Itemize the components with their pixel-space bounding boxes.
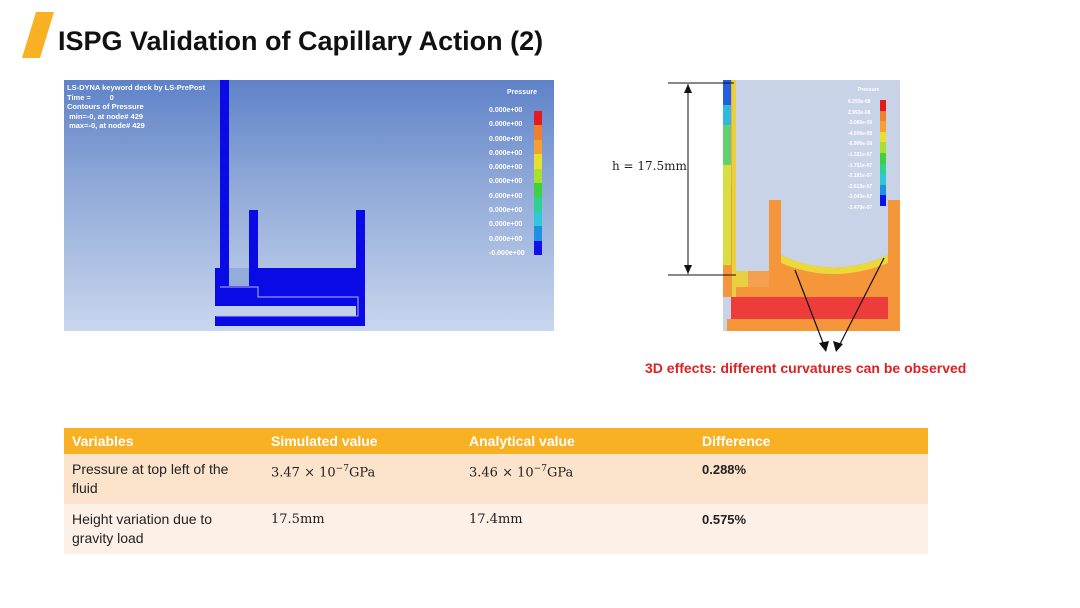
cell-analytical: 3.46 × 10−7GPa [461,454,694,504]
table-header-row: Variables Simulated value Analytical val… [64,428,928,454]
exponent: −7 [533,464,547,474]
legend-label: 0.000e+00 [489,121,523,129]
header-analytical: Analytical value [461,428,694,454]
simulation-image-3d: Pressure 6.293e-08 2.993e-08 -3.066e-09 … [723,80,900,331]
exponent: −7 [335,464,349,474]
legend-labels: 0.000e+00 0.000e+00 0.000e+00 0.000e+00 … [489,104,525,261]
legend-label: -2.181e-07 [848,173,873,180]
info-line: min=-0, at node# 429 [67,111,144,121]
legend-label: -3.470e-07 [848,204,873,211]
legend-label: -2.613e-07 [848,183,873,190]
unit: GPa [348,465,376,481]
header-difference: Difference [694,428,928,454]
cell-variable: Height variation due to gravity load [64,504,263,554]
legend-label: -1.321e-07 [848,151,873,158]
legend-label: 0.000e+00 [489,235,523,243]
legend-label: 0.000e+00 [489,178,523,186]
legend-label: 0.000e+00 [489,149,523,157]
color-scale-bar [880,100,886,206]
cell-variable: Pressure at top left of the fluid [64,454,263,504]
legend-label: -1.751e-07 [848,162,873,169]
simulation-info-text: LS-DYNA keyword deck by LS-PrePost Time … [67,83,205,131]
slide-title: ISPG Validation of Capillary Action (2) [58,26,544,56]
legend-label: 0.000e+00 [489,192,523,200]
info-line: Time = 0 [67,92,114,102]
legend-label: 6.293e-08 [848,99,871,105]
cell-simulated: 3.47 × 10−7GPa [263,454,461,504]
legend-label: -3.043e-07 [848,194,873,201]
simulation-image-2d: LS-DYNA keyword deck by LS-PrePost Time … [64,80,554,331]
unit: GPa [546,465,574,481]
capillary-geometry-2d [215,80,365,326]
cell-difference: 0.288% [694,454,928,504]
table-row: Pressure at top left of the fluid 3.47 ×… [64,454,928,504]
info-line: max=-0, at node# 429 [67,121,145,130]
info-line: Contours of Pressure [67,102,144,111]
capillary-geometry-3d [723,80,900,331]
legend-label: -3.066e-09 [848,120,873,127]
legend-label: -6.906e-08 [848,141,873,148]
table-row: Height variation due to gravity load 17.… [64,504,928,554]
info-line: LS-DYNA keyword deck by LS-PrePost [67,83,206,92]
cell-simulated: 17.5mm [263,504,461,554]
mantissa: 3.47 × 10 [271,465,336,481]
accent-slash-icon [22,12,54,58]
header-simulated: Simulated value [263,428,461,454]
curvature-note: 3D effects: different curvatures can be … [645,360,967,376]
legend-title: Pressure [507,89,537,96]
legend-label: 0.000e+00 [489,135,523,143]
legend-label: -0.000e+00 [489,249,525,257]
validation-table: Variables Simulated value Analytical val… [64,428,928,554]
mantissa: 3.46 × 10 [469,465,534,481]
legend-label: -4.606e-08 [848,130,873,137]
legend-label: 0.000e+00 [489,107,523,114]
legend-label: 0.000e+00 [489,207,523,215]
cell-difference: 0.575% [694,504,928,554]
legend-labels: 6.293e-08 2.993e-08 -3.066e-09 -4.606e-0… [848,97,872,214]
legend-label: 0.000e+00 [489,164,523,172]
legend-label: 0.000e+00 [489,221,523,229]
legend-title: Pressure [858,87,880,93]
header-variables: Variables [64,428,263,454]
legend-label: 2.993e-08 [848,109,871,116]
color-scale-bar [534,111,542,255]
cell-analytical: 17.4mm [461,504,694,554]
height-dimension-label: h = 17.5mm [612,159,687,173]
